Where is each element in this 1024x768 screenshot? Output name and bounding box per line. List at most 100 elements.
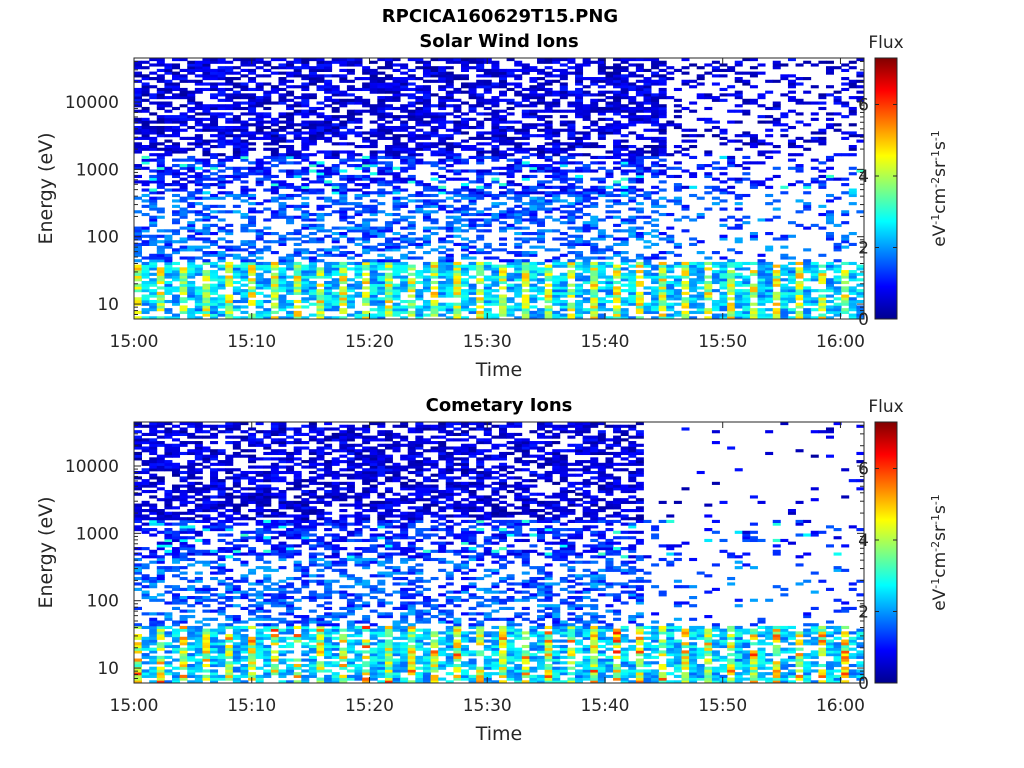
heatmap-cell (255, 202, 264, 206)
heatmap-cell (787, 289, 796, 293)
heatmap-cell (400, 188, 409, 192)
heatmap-cell (597, 313, 606, 317)
heatmap-cell (248, 253, 257, 257)
heatmap-cell (400, 134, 409, 138)
heatmap-cell (369, 155, 378, 159)
heatmap-cell (384, 275, 393, 279)
heatmap-cell (704, 256, 713, 260)
heatmap-cell (407, 104, 416, 108)
heatmap-cell (727, 272, 736, 276)
heatmap-cell (689, 270, 698, 274)
heatmap-cell (240, 93, 249, 97)
heatmap-cell (339, 104, 348, 108)
heatmap-cell (324, 272, 333, 276)
heatmap-cell (308, 96, 317, 100)
heatmap-cell (506, 286, 515, 290)
heatmap-cell (453, 74, 462, 78)
heatmap-cell (559, 204, 568, 208)
heatmap-cell (567, 155, 576, 159)
heatmap-cell (537, 128, 546, 132)
heatmap-cell (582, 226, 591, 230)
heatmap-cell (734, 164, 743, 168)
heatmap-cell (529, 191, 538, 195)
heatmap-cell (407, 256, 416, 260)
heatmap-cell (141, 183, 150, 187)
heatmap-cell (491, 172, 500, 176)
heatmap-cell (217, 60, 226, 64)
heatmap-cell (438, 101, 447, 105)
heatmap-cell (681, 291, 690, 295)
heatmap-cell (232, 93, 241, 97)
heatmap-cell (544, 158, 553, 162)
heatmap-cell (537, 234, 546, 238)
heatmap-cell (719, 199, 728, 203)
heatmap-cell (232, 71, 241, 75)
heatmap-cell (134, 237, 142, 241)
heatmap-cell (537, 109, 546, 113)
heatmap-cell (772, 145, 781, 149)
heatmap-cell (377, 106, 386, 111)
heatmap-cell (422, 142, 431, 146)
heatmap-cell (202, 139, 211, 143)
heatmap-cell (765, 202, 774, 206)
heatmap-cell (407, 221, 416, 225)
heatmap-cell (719, 207, 728, 211)
heatmap-cell (628, 188, 637, 192)
heatmap-cell (590, 242, 599, 246)
heatmap-cell (628, 74, 637, 78)
heatmap-cell (331, 131, 340, 135)
heatmap-cell (552, 207, 561, 211)
heatmap-cell (286, 221, 295, 225)
heatmap-cell (346, 85, 355, 89)
heatmap-cell (666, 251, 675, 255)
heatmap-cell (187, 79, 196, 83)
heatmap-cell (430, 232, 439, 236)
heatmap-cell (453, 275, 462, 279)
heatmap-cell (590, 104, 599, 108)
heatmap-cell (339, 58, 348, 62)
heatmap-cell (324, 267, 333, 271)
heatmap-cell (719, 302, 728, 306)
heatmap-cell (445, 229, 454, 233)
heatmap-cell (483, 283, 492, 287)
heatmap-cell (521, 289, 530, 293)
heatmap-cell (651, 294, 660, 298)
heatmap-cell (324, 299, 333, 304)
heatmap-cell (810, 63, 819, 67)
heatmap-cell (270, 142, 279, 146)
heatmap-cell (537, 153, 546, 157)
heatmap-cell (232, 264, 241, 268)
heatmap-cell (232, 136, 241, 140)
heatmap-cell (552, 145, 561, 149)
heatmap-cell (217, 183, 226, 187)
heatmap-cell (559, 275, 568, 279)
heatmap-cell (438, 166, 447, 170)
heatmap-cell (301, 218, 310, 222)
heatmap-cell (232, 115, 241, 119)
heatmap-cell (658, 106, 667, 111)
heatmap-cell (476, 267, 485, 271)
heatmap-cell (590, 169, 599, 173)
heatmap-cell (537, 280, 546, 285)
heatmap-cell (339, 275, 348, 279)
heatmap-cell (506, 71, 515, 75)
heatmap-cell (772, 207, 781, 211)
heatmap-cell (194, 267, 203, 271)
heatmap-cell (263, 232, 272, 236)
heatmap-cell (430, 226, 439, 230)
heatmap-cell (582, 136, 591, 140)
heatmap-cell (529, 153, 538, 157)
heatmap-cell (187, 204, 196, 208)
heatmap-cell (308, 131, 317, 135)
heatmap-cell (270, 85, 279, 89)
heatmap-cell (635, 68, 644, 72)
heatmap-cell (324, 136, 333, 140)
heatmap-cell (263, 294, 272, 298)
heatmap-cell (575, 191, 584, 195)
heatmap-cell (605, 96, 614, 100)
heatmap-cell (172, 316, 181, 320)
heatmap-cell (422, 134, 431, 138)
heatmap-cell (422, 275, 431, 279)
heatmap-cell (476, 93, 485, 97)
heatmap-cell (187, 71, 196, 75)
